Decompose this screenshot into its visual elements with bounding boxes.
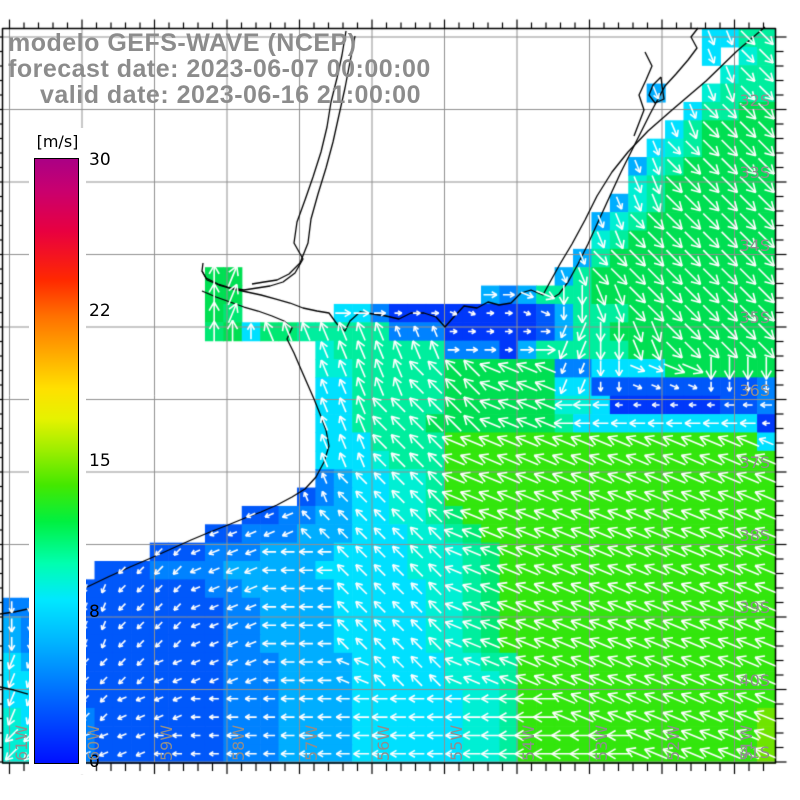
lat-label: 36S	[739, 380, 770, 400]
lon-label: 52W	[664, 724, 683, 761]
lon-label: 55W	[446, 724, 466, 761]
lat-label: 33S	[739, 163, 770, 182]
lat-label: 35S	[739, 308, 770, 327]
lat-label: 34S	[739, 235, 770, 255]
colorbar-tick-label: 22	[89, 300, 111, 321]
lat-label: 38S	[739, 525, 770, 545]
colorbar-gradient	[34, 158, 79, 764]
lat-label: 41S	[739, 743, 770, 762]
colorbar-tick-label: 0	[89, 752, 100, 772]
colorbar-tick-label: 8	[89, 601, 100, 622]
lon-label: 58W	[229, 724, 248, 761]
colorbar-tick-label: 15	[89, 451, 111, 471]
lon-label: 57W	[301, 724, 321, 761]
colorbar-tick-label: 30	[89, 150, 111, 170]
valid-date-label: valid date: 2023-06-16 21:00:00	[40, 81, 421, 109]
lat-label: 40S	[739, 670, 770, 690]
lat-label: 37S	[739, 453, 770, 472]
colorbar: [m/s]	[29, 128, 86, 774]
lon-label: 56W	[374, 724, 393, 761]
lon-label: 59W	[156, 724, 176, 761]
lat-label: 39S	[739, 598, 770, 617]
colorbar-unit-label: [m/s]	[36, 132, 79, 151]
lat-label: 32S	[739, 90, 770, 110]
lon-label: 51W	[736, 724, 756, 761]
model-title: modelo GEFS-WAVE (NCEP)	[8, 29, 357, 57]
lon-label: 53W	[591, 724, 611, 761]
lon-label: 60W	[84, 724, 103, 761]
lon-label: 54W	[519, 724, 538, 761]
lon-label: 61W	[11, 724, 31, 761]
forecast-date-label: forecast date: 2023-06-07 00:00:00	[8, 55, 431, 83]
